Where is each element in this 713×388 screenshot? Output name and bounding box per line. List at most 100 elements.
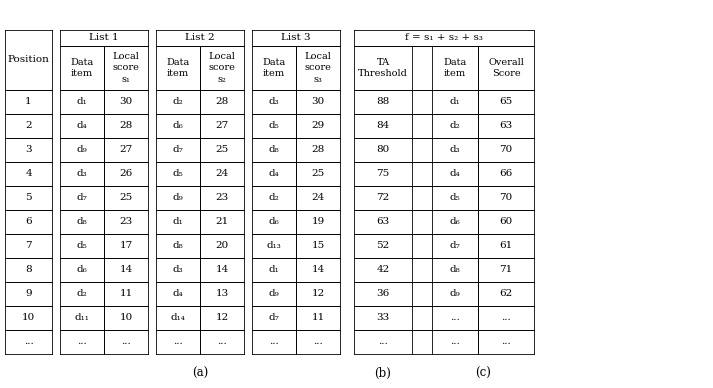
Text: 26: 26 — [119, 170, 133, 178]
Text: Local
score
s₂: Local score s₂ — [209, 52, 235, 83]
Text: ...: ... — [501, 338, 511, 346]
Text: 25: 25 — [119, 194, 133, 203]
Text: (c): (c) — [475, 367, 491, 380]
Text: d₆: d₆ — [269, 218, 279, 227]
Text: ...: ... — [121, 338, 131, 346]
Text: Data
item: Data item — [262, 58, 286, 78]
Text: Data
item: Data item — [71, 58, 93, 78]
Text: 12: 12 — [312, 289, 324, 298]
Text: 28: 28 — [119, 121, 133, 130]
Text: Overall
Score: Overall Score — [488, 58, 524, 78]
Text: d₇: d₇ — [269, 314, 279, 322]
Text: Local
score
s₃: Local score s₃ — [304, 52, 332, 83]
Text: 42: 42 — [376, 265, 389, 274]
Text: 63: 63 — [376, 218, 389, 227]
Text: ...: ... — [313, 338, 323, 346]
Text: 24: 24 — [215, 170, 229, 178]
Text: 70: 70 — [499, 194, 513, 203]
Text: d₃: d₃ — [269, 97, 279, 106]
Text: 25: 25 — [215, 146, 229, 154]
Text: 6: 6 — [25, 218, 32, 227]
Text: 52: 52 — [376, 241, 389, 251]
Text: Local
score
s₁: Local score s₁ — [113, 52, 140, 83]
Text: 21: 21 — [215, 218, 229, 227]
Text: d₉: d₉ — [269, 289, 279, 298]
Text: d₃: d₃ — [173, 265, 183, 274]
Text: d₉: d₉ — [76, 146, 88, 154]
Text: ...: ... — [378, 338, 388, 346]
Text: 14: 14 — [119, 265, 133, 274]
Text: 13: 13 — [215, 289, 229, 298]
Text: 17: 17 — [119, 241, 133, 251]
Text: d₄: d₄ — [173, 289, 183, 298]
Text: d₈: d₈ — [173, 241, 183, 251]
Text: d₄: d₄ — [450, 170, 461, 178]
Text: d₅: d₅ — [76, 241, 88, 251]
Text: ...: ... — [77, 338, 87, 346]
Text: 2: 2 — [25, 121, 32, 130]
Text: 23: 23 — [119, 218, 133, 227]
Text: 61: 61 — [499, 241, 513, 251]
Text: d₅: d₅ — [173, 170, 183, 178]
Text: d₁: d₁ — [173, 218, 183, 227]
Text: ...: ... — [450, 314, 460, 322]
Text: 88: 88 — [376, 97, 389, 106]
Text: d₉: d₉ — [173, 194, 183, 203]
Text: 23: 23 — [215, 194, 229, 203]
Text: 60: 60 — [499, 218, 513, 227]
Text: d₂: d₂ — [269, 194, 279, 203]
Text: ...: ... — [217, 338, 227, 346]
Text: d₁: d₁ — [450, 97, 461, 106]
Text: ...: ... — [501, 314, 511, 322]
Text: ...: ... — [269, 338, 279, 346]
Text: 29: 29 — [312, 121, 324, 130]
Text: 12: 12 — [215, 314, 229, 322]
Text: 84: 84 — [376, 121, 389, 130]
Text: d₅: d₅ — [269, 121, 279, 130]
Text: d₂: d₂ — [450, 121, 461, 130]
Text: 70: 70 — [499, 146, 513, 154]
Text: 65: 65 — [499, 97, 513, 106]
Text: 7: 7 — [25, 241, 32, 251]
Text: TA
Threshold: TA Threshold — [358, 58, 408, 78]
Text: d₅: d₅ — [450, 194, 461, 203]
Text: 14: 14 — [215, 265, 229, 274]
Text: 8: 8 — [25, 265, 32, 274]
Text: 10: 10 — [22, 314, 35, 322]
Text: d₁: d₁ — [269, 265, 279, 274]
Text: List 2: List 2 — [185, 33, 215, 43]
Text: 5: 5 — [25, 194, 32, 203]
Text: 25: 25 — [312, 170, 324, 178]
Text: 72: 72 — [376, 194, 389, 203]
Text: f = s₁ + s₂ + s₃: f = s₁ + s₂ + s₃ — [405, 33, 483, 43]
Text: (b): (b) — [374, 367, 391, 380]
Text: d₈: d₈ — [76, 218, 88, 227]
Text: d₃: d₃ — [450, 146, 461, 154]
Text: d₁₄: d₁₄ — [170, 314, 185, 322]
Text: 71: 71 — [499, 265, 513, 274]
Text: List 3: List 3 — [281, 33, 311, 43]
Text: 66: 66 — [499, 170, 513, 178]
Text: 14: 14 — [312, 265, 324, 274]
Text: Position: Position — [8, 55, 49, 64]
Text: ...: ... — [450, 338, 460, 346]
Text: Data
item: Data item — [166, 58, 190, 78]
Text: 3: 3 — [25, 146, 32, 154]
Text: (a): (a) — [192, 367, 208, 380]
Text: d₁₃: d₁₃ — [267, 241, 282, 251]
Text: 10: 10 — [119, 314, 133, 322]
Text: 1: 1 — [25, 97, 32, 106]
Text: d₂: d₂ — [76, 289, 88, 298]
Text: 36: 36 — [376, 289, 389, 298]
Text: d₆: d₆ — [450, 218, 461, 227]
Text: 11: 11 — [312, 314, 324, 322]
Text: d₆: d₆ — [76, 265, 88, 274]
Text: 33: 33 — [376, 314, 389, 322]
Text: d₈: d₈ — [450, 265, 461, 274]
Text: d₇: d₇ — [76, 194, 88, 203]
Text: 28: 28 — [312, 146, 324, 154]
Text: d₄: d₄ — [76, 121, 88, 130]
Text: d₉: d₉ — [450, 289, 461, 298]
Text: 15: 15 — [312, 241, 324, 251]
Text: 75: 75 — [376, 170, 389, 178]
